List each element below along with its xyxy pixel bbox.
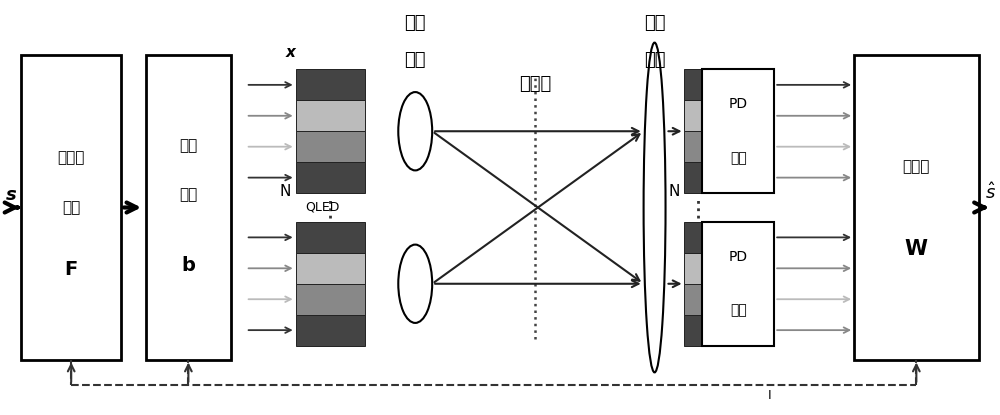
Text: b: b [181,256,195,275]
Bar [684,69,702,100]
Bar [684,131,702,162]
Text: s: s [5,186,16,204]
Ellipse shape [398,244,432,323]
Bar [296,253,365,284]
Text: F: F [65,260,78,279]
Bar [21,55,121,360]
Text: PD: PD [729,98,748,112]
Text: 阵列: 阵列 [730,151,747,165]
Text: PD: PD [729,250,748,264]
Bar [702,69,774,193]
Ellipse shape [644,43,666,372]
Text: W: W [905,239,928,259]
Text: 电流: 电流 [179,188,197,203]
Bar [296,222,365,253]
Bar [684,253,702,284]
Text: 混光: 混光 [404,14,426,32]
Text: 透镜: 透镜 [404,51,426,69]
Text: 成像: 成像 [644,14,665,32]
Text: 透镜: 透镜 [644,51,665,69]
Text: $\hat{s}$: $\hat{s}$ [985,183,996,203]
Bar [684,100,702,131]
Bar [296,315,365,346]
Bar [854,55,979,360]
Bar [146,55,231,360]
Bar [684,284,702,315]
Bar [296,69,365,100]
Text: 均衡器: 均衡器 [903,159,930,174]
Bar [684,315,702,346]
Bar [296,100,365,131]
Text: 矩阵: 矩阵 [62,200,80,215]
Text: I: I [767,389,771,402]
Text: N: N [669,183,680,198]
Text: x: x [286,45,296,61]
Text: 阵列: 阵列 [730,303,747,317]
Bar [296,131,365,162]
Bar [296,284,365,315]
Text: 预编码: 预编码 [58,151,85,166]
Text: 驱动: 驱动 [179,138,197,153]
Ellipse shape [398,92,432,171]
Bar [684,222,702,253]
Bar [702,222,774,346]
Bar [684,162,702,193]
Bar [296,162,365,193]
Text: 光信道: 光信道 [519,75,551,93]
Text: QLED: QLED [306,201,340,214]
Text: N: N [280,183,291,198]
